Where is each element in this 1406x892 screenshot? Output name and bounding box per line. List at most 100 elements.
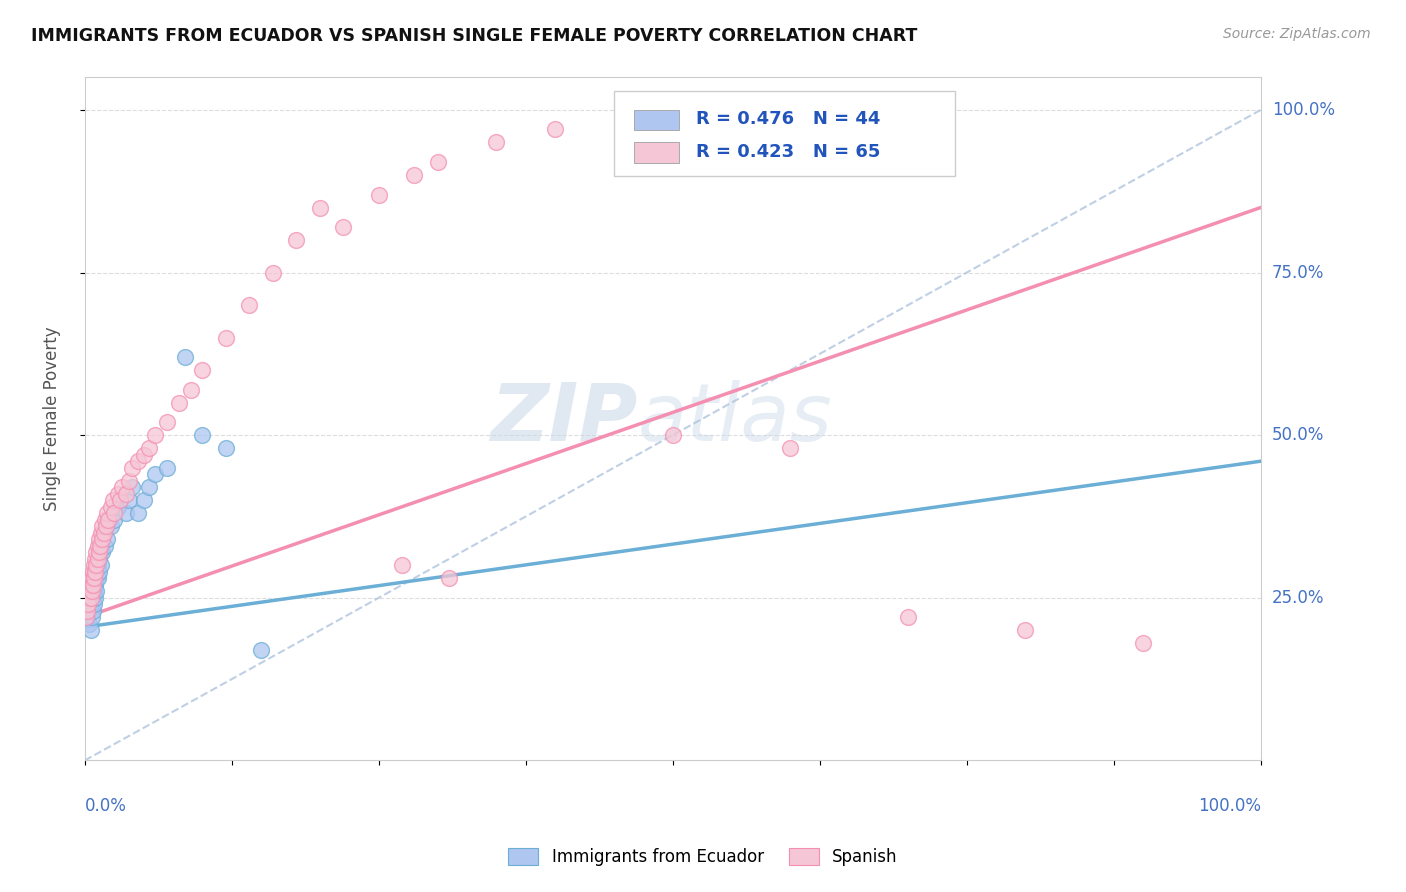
Point [86,551,108,566]
Point [118,493,141,508]
Point [426,155,449,169]
Point [115,506,138,520]
Point [108,493,131,508]
Point [94,519,117,533]
Point [82,578,104,592]
Point [77,598,100,612]
Point [167,395,190,409]
Point [439,571,461,585]
Text: 50.0%: 50.0% [1272,426,1324,444]
Point [93,539,115,553]
Point [82,604,104,618]
Point [101,493,124,508]
Point [173,350,195,364]
Point [80,571,103,585]
Point [127,454,149,468]
Point [332,220,354,235]
Point [97,513,120,527]
Point [897,610,920,624]
Point [309,201,332,215]
Point [91,533,114,547]
Point [86,558,108,573]
Point [156,460,179,475]
Point [82,591,104,605]
Point [367,187,389,202]
Point [83,558,105,573]
Point [84,578,107,592]
Point [87,533,110,547]
Text: 0.0%: 0.0% [84,797,127,814]
Point [115,487,138,501]
Point [87,545,110,559]
Point [86,539,108,553]
Point [118,474,141,488]
Text: IMMIGRANTS FROM ECUADOR VS SPANISH SINGLE FEMALE POVERTY CORRELATION CHART: IMMIGRANTS FROM ECUADOR VS SPANISH SINGL… [31,27,917,45]
Point [89,545,111,559]
Point [156,415,179,429]
Point [100,519,122,533]
Text: 100.0%: 100.0% [1198,797,1261,814]
Point [215,331,238,345]
Point [97,513,120,527]
Point [138,441,160,455]
Point [86,545,108,559]
Point [84,591,107,605]
Point [485,136,508,150]
FancyBboxPatch shape [634,110,679,130]
Point [96,506,118,520]
Point [138,480,160,494]
Point [79,584,101,599]
Point [76,604,98,618]
Point [1132,636,1154,650]
Point [79,616,101,631]
Point [83,598,105,612]
Point [544,122,567,136]
Point [90,558,112,573]
Text: R = 0.423   N = 65: R = 0.423 N = 65 [696,143,880,161]
Point [262,266,284,280]
Point [77,604,100,618]
Point [79,578,101,592]
Point [121,460,143,475]
Point [285,233,308,247]
Point [121,480,143,494]
Point [79,624,101,638]
Point [391,558,413,573]
Point [96,533,118,547]
Point [75,610,97,624]
Point [101,506,124,520]
Point [180,383,202,397]
Point [100,500,122,514]
Point [107,500,129,514]
Point [402,168,425,182]
Point [84,565,107,579]
Point [1014,624,1036,638]
Text: 25.0%: 25.0% [1272,589,1324,607]
Point [250,643,273,657]
Point [83,571,105,585]
Text: 100.0%: 100.0% [1272,101,1334,119]
Point [215,441,238,455]
Point [238,298,260,312]
Point [93,525,115,540]
Y-axis label: Single Female Poverty: Single Female Poverty [44,326,60,511]
Point [89,539,111,553]
Text: ZIP: ZIP [491,380,637,458]
Text: atlas: atlas [637,380,832,458]
Point [80,584,103,599]
Point [91,519,114,533]
Text: R = 0.476   N = 44: R = 0.476 N = 44 [696,110,880,128]
Point [111,480,134,494]
Text: Source: ZipAtlas.com: Source: ZipAtlas.com [1223,27,1371,41]
Point [132,493,155,508]
Text: 75.0%: 75.0% [1272,263,1324,282]
Point [93,525,115,540]
Point [94,519,117,533]
Point [86,558,108,573]
Point [661,428,683,442]
Point [108,493,131,508]
Point [86,584,108,599]
Point [107,487,129,501]
Point [91,533,114,547]
Legend: Immigrants from Ecuador, Spanish: Immigrants from Ecuador, Spanish [502,841,904,873]
